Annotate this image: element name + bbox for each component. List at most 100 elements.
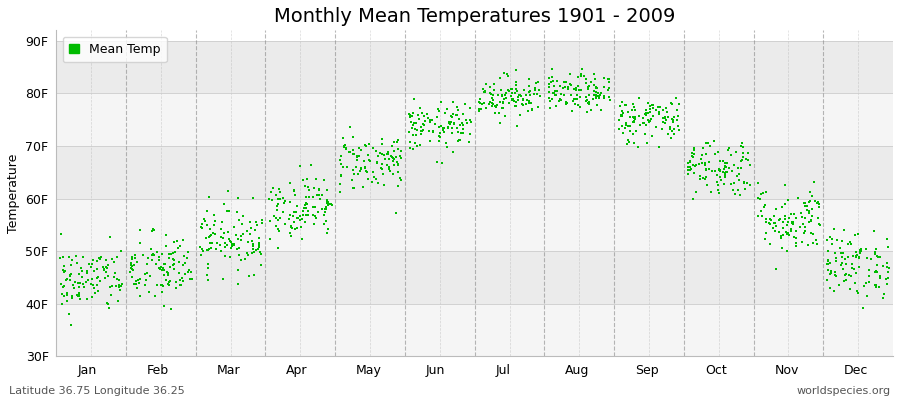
Point: [358, 164, 373, 170]
Point: [201, 265, 215, 271]
Point: [860, 292, 875, 299]
Point: [500, 70, 515, 77]
Point: [703, 143, 717, 150]
Point: [58, 277, 73, 284]
Point: [434, 99, 448, 106]
Point: [124, 265, 139, 271]
Point: [718, 170, 733, 176]
Point: [813, 221, 827, 228]
Point: [172, 270, 186, 276]
Point: [839, 277, 853, 284]
Point: [488, 103, 502, 110]
Point: [820, 277, 834, 284]
Point: [352, 152, 366, 159]
Point: [294, 216, 309, 222]
Point: [782, 231, 796, 238]
Point: [658, 120, 672, 126]
Point: [568, 96, 582, 102]
Point: [162, 281, 176, 288]
Point: [230, 209, 244, 216]
Point: [712, 190, 726, 196]
Point: [284, 223, 298, 230]
Point: [410, 127, 424, 133]
Point: [415, 110, 429, 116]
Point: [762, 216, 777, 222]
Point: [684, 166, 698, 172]
Point: [100, 300, 114, 306]
Point: [859, 246, 873, 253]
Point: [656, 115, 670, 122]
Point: [157, 261, 171, 267]
Point: [320, 197, 334, 203]
Point: [854, 246, 868, 252]
Point: [271, 226, 285, 232]
Point: [75, 268, 89, 274]
Point: [842, 286, 857, 292]
Point: [442, 119, 456, 125]
Point: [319, 204, 333, 210]
Point: [241, 252, 256, 258]
Point: [216, 276, 230, 283]
Point: [519, 92, 534, 98]
Point: [782, 215, 796, 222]
Point: [820, 260, 834, 267]
Point: [484, 91, 499, 97]
Point: [810, 199, 824, 206]
Point: [788, 240, 803, 247]
Point: [767, 220, 781, 226]
Point: [572, 104, 587, 110]
Point: [769, 223, 783, 229]
Point: [113, 287, 128, 293]
Point: [641, 117, 655, 124]
Point: [125, 274, 140, 280]
Point: [752, 196, 767, 202]
Point: [239, 228, 254, 235]
Point: [589, 92, 603, 99]
Point: [227, 241, 241, 248]
Point: [320, 198, 334, 204]
Point: [220, 188, 235, 194]
Point: [806, 231, 820, 237]
Point: [500, 90, 514, 96]
Point: [496, 104, 510, 111]
Point: [283, 180, 297, 186]
Point: [356, 158, 371, 164]
Point: [860, 280, 874, 286]
Point: [140, 255, 155, 261]
Point: [422, 138, 436, 145]
Point: [266, 197, 280, 203]
Point: [789, 235, 804, 241]
Point: [291, 214, 305, 221]
Point: [644, 116, 658, 122]
Point: [194, 246, 209, 253]
Point: [722, 165, 736, 172]
Point: [235, 220, 249, 227]
Point: [601, 87, 616, 94]
Point: [451, 106, 465, 113]
Point: [631, 144, 645, 150]
Point: [354, 164, 368, 171]
Point: [881, 269, 896, 275]
Point: [352, 145, 366, 151]
Point: [705, 188, 719, 195]
Point: [496, 100, 510, 107]
Point: [652, 144, 666, 150]
Point: [110, 254, 124, 260]
Point: [644, 118, 658, 124]
Point: [845, 264, 859, 271]
Point: [269, 192, 284, 198]
Point: [472, 108, 486, 114]
Point: [61, 254, 76, 260]
Point: [219, 240, 233, 246]
Point: [590, 102, 605, 108]
Point: [450, 125, 464, 131]
Point: [485, 99, 500, 106]
Point: [655, 126, 670, 132]
Point: [873, 273, 887, 279]
Point: [320, 200, 335, 206]
Point: [164, 306, 178, 312]
Point: [494, 92, 508, 99]
Point: [217, 244, 231, 250]
Point: [270, 203, 284, 210]
Point: [727, 161, 742, 168]
